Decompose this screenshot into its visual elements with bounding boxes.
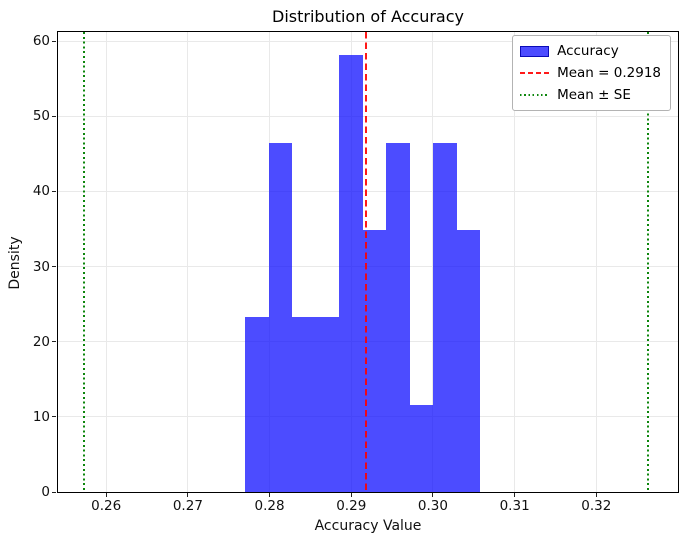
histogram-bar — [269, 142, 292, 492]
se-line — [83, 32, 85, 492]
y-tick-mark — [52, 40, 56, 42]
gridline-horizontal — [58, 115, 678, 117]
y-tick-label: 20 — [32, 333, 50, 350]
legend-swatch-red-dashed-line-icon — [520, 72, 550, 74]
x-tick-mark — [105, 493, 107, 497]
legend-entry-accuracy: Accuracy — [520, 40, 661, 62]
y-tick-mark — [52, 491, 56, 493]
histogram-bar — [457, 229, 480, 492]
se-line — [647, 32, 649, 492]
gridline-vertical — [595, 32, 597, 492]
x-tick-label: 0.31 — [499, 498, 530, 514]
gridline-horizontal — [58, 40, 678, 42]
legend-label-mean: Mean = 0.2918 — [557, 65, 661, 81]
gridline-vertical — [105, 32, 107, 492]
x-tick-mark — [187, 493, 189, 497]
histogram-bar — [363, 229, 386, 492]
gridline-vertical — [432, 32, 434, 492]
y-tick-mark — [52, 266, 56, 267]
x-tick-label: 0.26 — [91, 498, 122, 514]
legend-label-mean-se: Mean ± SE — [557, 87, 631, 103]
x-tick-mark — [514, 493, 516, 497]
y-tick-mark — [52, 416, 56, 418]
x-tick-label: 0.30 — [417, 498, 448, 514]
x-tick-mark — [350, 493, 352, 497]
x-axis-label: Accuracy Value — [314, 518, 422, 534]
y-tick-label: 60 — [32, 33, 50, 50]
y-tick-mark — [52, 190, 56, 192]
histogram-bar — [433, 142, 457, 492]
chart-title: Distribution of Accuracy — [272, 7, 464, 26]
gridline-horizontal — [58, 190, 678, 192]
y-tick-label: 50 — [32, 108, 50, 125]
y-tick-mark — [52, 115, 56, 117]
legend-label-accuracy: Accuracy — [557, 43, 619, 59]
x-tick-mark — [432, 493, 434, 497]
legend-swatch-blue-patch-icon — [520, 45, 550, 57]
x-tick-label: 0.29 — [336, 498, 367, 514]
legend-entry-mean: Mean = 0.2918 — [520, 62, 661, 84]
x-tick-label: 0.32 — [581, 498, 612, 514]
y-tick-mark — [52, 341, 56, 343]
histogram-bar — [292, 316, 315, 492]
histogram-bar — [245, 316, 269, 492]
y-tick-label: 40 — [32, 183, 50, 200]
y-tick-label: 30 — [32, 258, 50, 275]
x-tick-mark — [269, 493, 271, 497]
legend-swatch-green-dotted-line-icon — [520, 94, 550, 96]
histogram-bar — [386, 142, 410, 492]
histogram-bar — [315, 316, 339, 492]
mean-line — [365, 32, 367, 492]
legend-entry-mean-se: Mean ± SE — [520, 84, 661, 106]
legend: Accuracy Mean = 0.2918 Mean ± SE — [512, 35, 671, 111]
y-tick-label: 0 — [41, 484, 50, 500]
histogram-bar — [339, 55, 363, 492]
x-tick-label: 0.28 — [254, 498, 285, 514]
plot-area: Accuracy Mean = 0.2918 Mean ± SE — [57, 31, 679, 493]
y-tick-label: 10 — [32, 408, 50, 425]
histogram-bar — [410, 404, 433, 492]
x-tick-mark — [595, 493, 597, 497]
gridline-vertical — [514, 32, 516, 492]
gridline-vertical — [187, 32, 189, 492]
x-tick-label: 0.27 — [172, 498, 203, 514]
